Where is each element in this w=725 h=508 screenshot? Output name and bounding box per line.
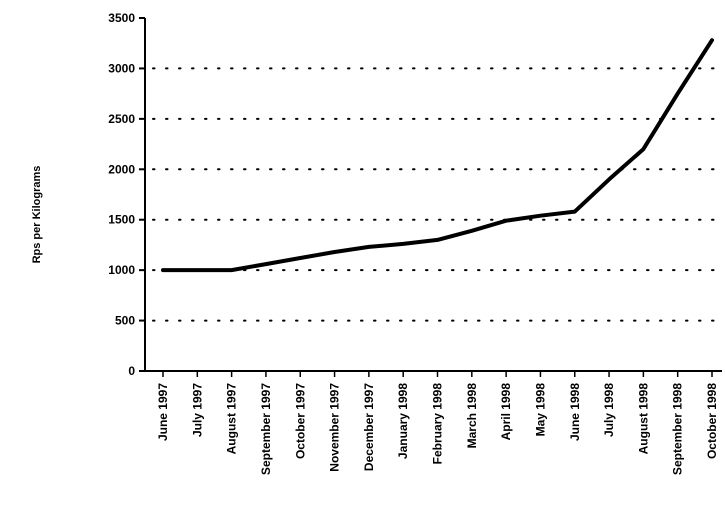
x-tick-label: December 1997: [362, 383, 376, 471]
x-tick-label: August 1997: [225, 383, 239, 455]
y-tick-label: 1000: [108, 263, 135, 277]
x-tick-label: September 1997: [259, 383, 273, 475]
x-tick-label: May 1998: [533, 383, 547, 437]
x-tick-label: July 1998: [602, 383, 616, 437]
y-tick-label: 1500: [108, 213, 135, 227]
x-tick-label: August 1998: [636, 383, 650, 455]
x-tick-label: October 1998: [705, 383, 719, 459]
x-tick-labels: June 1997 July 1997 August 1997 September 1…: [156, 371, 719, 475]
x-tick-label: November 1997: [328, 383, 342, 472]
y-tick-label: 2000: [108, 162, 135, 176]
y-tick-label: 2500: [108, 112, 135, 126]
y-tick-label: 3500: [108, 11, 135, 25]
x-tick-label: January 1998: [396, 383, 410, 459]
x-tick-label: July 1997: [190, 383, 204, 437]
series-line: [161, 38, 714, 273]
x-tick-label: June 1998: [568, 383, 582, 441]
x-tick-label: September 1998: [671, 383, 685, 475]
x-tick-label: April 1998: [499, 383, 513, 441]
x-tick-label: February 1998: [431, 383, 445, 465]
grid-lines: [152, 67, 723, 322]
x-tick-label: March 1998: [465, 383, 479, 449]
x-tick-label: October 1997: [293, 383, 307, 459]
series-layer: [161, 38, 714, 273]
y-tick-labels: 0 500 1000 1500 2000 2500 3000 3500: [108, 11, 145, 378]
y-tick-label: 3000: [108, 61, 135, 75]
axes: [144, 18, 722, 372]
y-axis-title: Rps per Kilograms: [31, 166, 43, 264]
y-tick-label: 0: [128, 364, 135, 378]
x-tick-label: June 1997: [156, 383, 170, 441]
y-tick-label: 500: [115, 314, 135, 328]
